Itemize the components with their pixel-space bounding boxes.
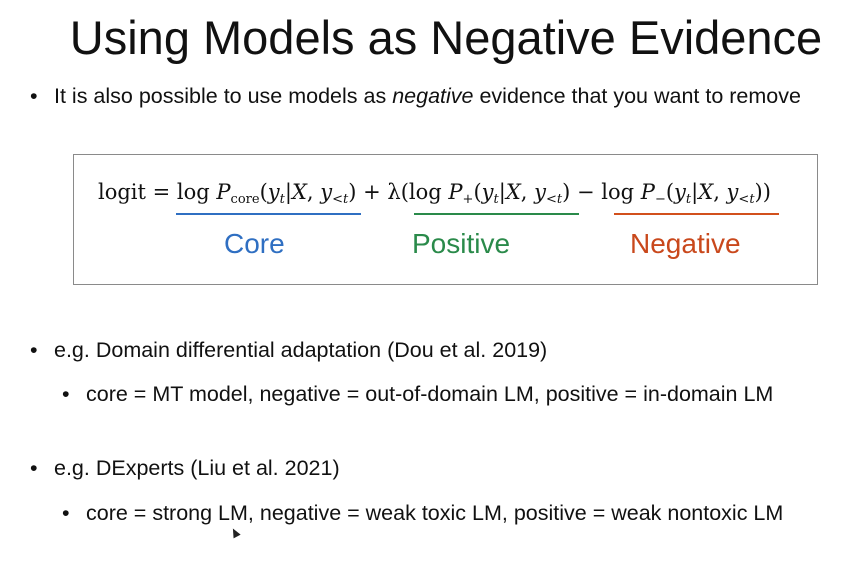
formula-x: X bbox=[505, 180, 521, 204]
formula-x: X bbox=[698, 180, 714, 204]
formula-y: y bbox=[726, 180, 739, 204]
formula-paren: ( bbox=[259, 180, 268, 204]
core-underline bbox=[176, 213, 361, 215]
bullet-dot: • bbox=[62, 501, 70, 525]
formula-comma: , bbox=[520, 180, 535, 204]
formula-paren: ) bbox=[348, 180, 357, 204]
formula-x: X bbox=[291, 180, 307, 204]
formula-comma: , bbox=[713, 180, 727, 204]
formula-paren: ( bbox=[473, 180, 482, 204]
bullet-intro: • It is also possible to use models as n… bbox=[30, 82, 820, 110]
bullet-example-2: • e.g. DExperts (Liu et al. 2021) bbox=[30, 454, 820, 482]
intro-emphasis: negative bbox=[392, 84, 474, 108]
sub-bullet-example-2: • core = strong LM, negative = weak toxi… bbox=[62, 499, 847, 527]
formula-paren: ) bbox=[562, 180, 571, 204]
formula-minus-subscript: − bbox=[654, 192, 666, 207]
positive-underline bbox=[414, 213, 579, 215]
example-1-text: e.g. Domain differential adaptation (Dou… bbox=[54, 338, 548, 362]
bullet-dot: • bbox=[30, 338, 38, 362]
formula-y: y bbox=[267, 180, 280, 204]
formula-y: y bbox=[481, 180, 494, 204]
formula-p-negative: P bbox=[640, 180, 655, 204]
formula-plus-lambda: + λ( bbox=[356, 180, 409, 204]
bullet-intro-text: It is also possible to use models as neg… bbox=[30, 82, 820, 110]
formula-bar: | bbox=[284, 180, 292, 204]
formula-close-parens: )) bbox=[754, 180, 771, 204]
formula-box: logit = log Pcore(yt|X, y<t) + λ(log P+(… bbox=[73, 154, 818, 285]
bullet-dot: • bbox=[30, 84, 38, 108]
formula-paren: ( bbox=[665, 180, 675, 204]
formula-p-core: P bbox=[216, 180, 231, 204]
formula-equals: = bbox=[145, 180, 177, 204]
formula-p-positive: P bbox=[448, 180, 463, 204]
positive-label: Positive bbox=[412, 228, 511, 259]
formula: logit = log Pcore(yt|X, y<t) + λ(log P+(… bbox=[98, 177, 771, 215]
formula-log-positive: log bbox=[408, 180, 449, 204]
negative-label: Negative bbox=[630, 228, 741, 259]
sub-bullet-example-1: • core = MT model, negative = out-of-dom… bbox=[62, 380, 842, 408]
formula-log-core: log bbox=[176, 180, 217, 204]
formula-lt-subscript: <t bbox=[546, 192, 563, 207]
core-label: Core bbox=[224, 228, 285, 259]
bullet-dot: • bbox=[62, 382, 70, 406]
formula-y: y bbox=[674, 180, 686, 204]
bullet-example-1: • e.g. Domain differential adaptation (D… bbox=[30, 336, 820, 364]
intro-text-after: evidence that you want to remove bbox=[473, 84, 801, 108]
formula-t-subscript: t bbox=[493, 192, 499, 207]
formula-t-subscript: t bbox=[685, 192, 692, 207]
mouse-cursor-icon bbox=[229, 526, 241, 539]
intro-text-before: It is also possible to use models as bbox=[54, 84, 393, 108]
formula-bar: | bbox=[498, 180, 506, 204]
formula-bar: | bbox=[691, 180, 699, 204]
formula-t-subscript: t bbox=[279, 192, 285, 207]
slide-title: Using Models as Negative Evidence bbox=[69, 11, 823, 64]
formula-lt-subscript: <t bbox=[332, 192, 349, 207]
formula-logit: logit bbox=[98, 180, 146, 204]
formula-comma: , bbox=[306, 180, 321, 204]
example-2-detail: core = strong LM, negative = weak toxic … bbox=[86, 501, 784, 525]
negative-underline bbox=[614, 213, 779, 215]
formula-plus-subscript: + bbox=[462, 192, 474, 207]
formula-lt-subscript: <t bbox=[738, 192, 755, 207]
bullet-dot: • bbox=[30, 456, 38, 480]
example-1-detail: core = MT model, negative = out-of-domai… bbox=[86, 382, 774, 406]
formula-y: y bbox=[320, 180, 333, 204]
formula-core-subscript: core bbox=[230, 192, 260, 207]
example-2-text: e.g. DExperts (Liu et al. 2021) bbox=[54, 456, 340, 480]
formula-minus-log: − log bbox=[570, 180, 641, 204]
formula-y: y bbox=[534, 180, 547, 204]
